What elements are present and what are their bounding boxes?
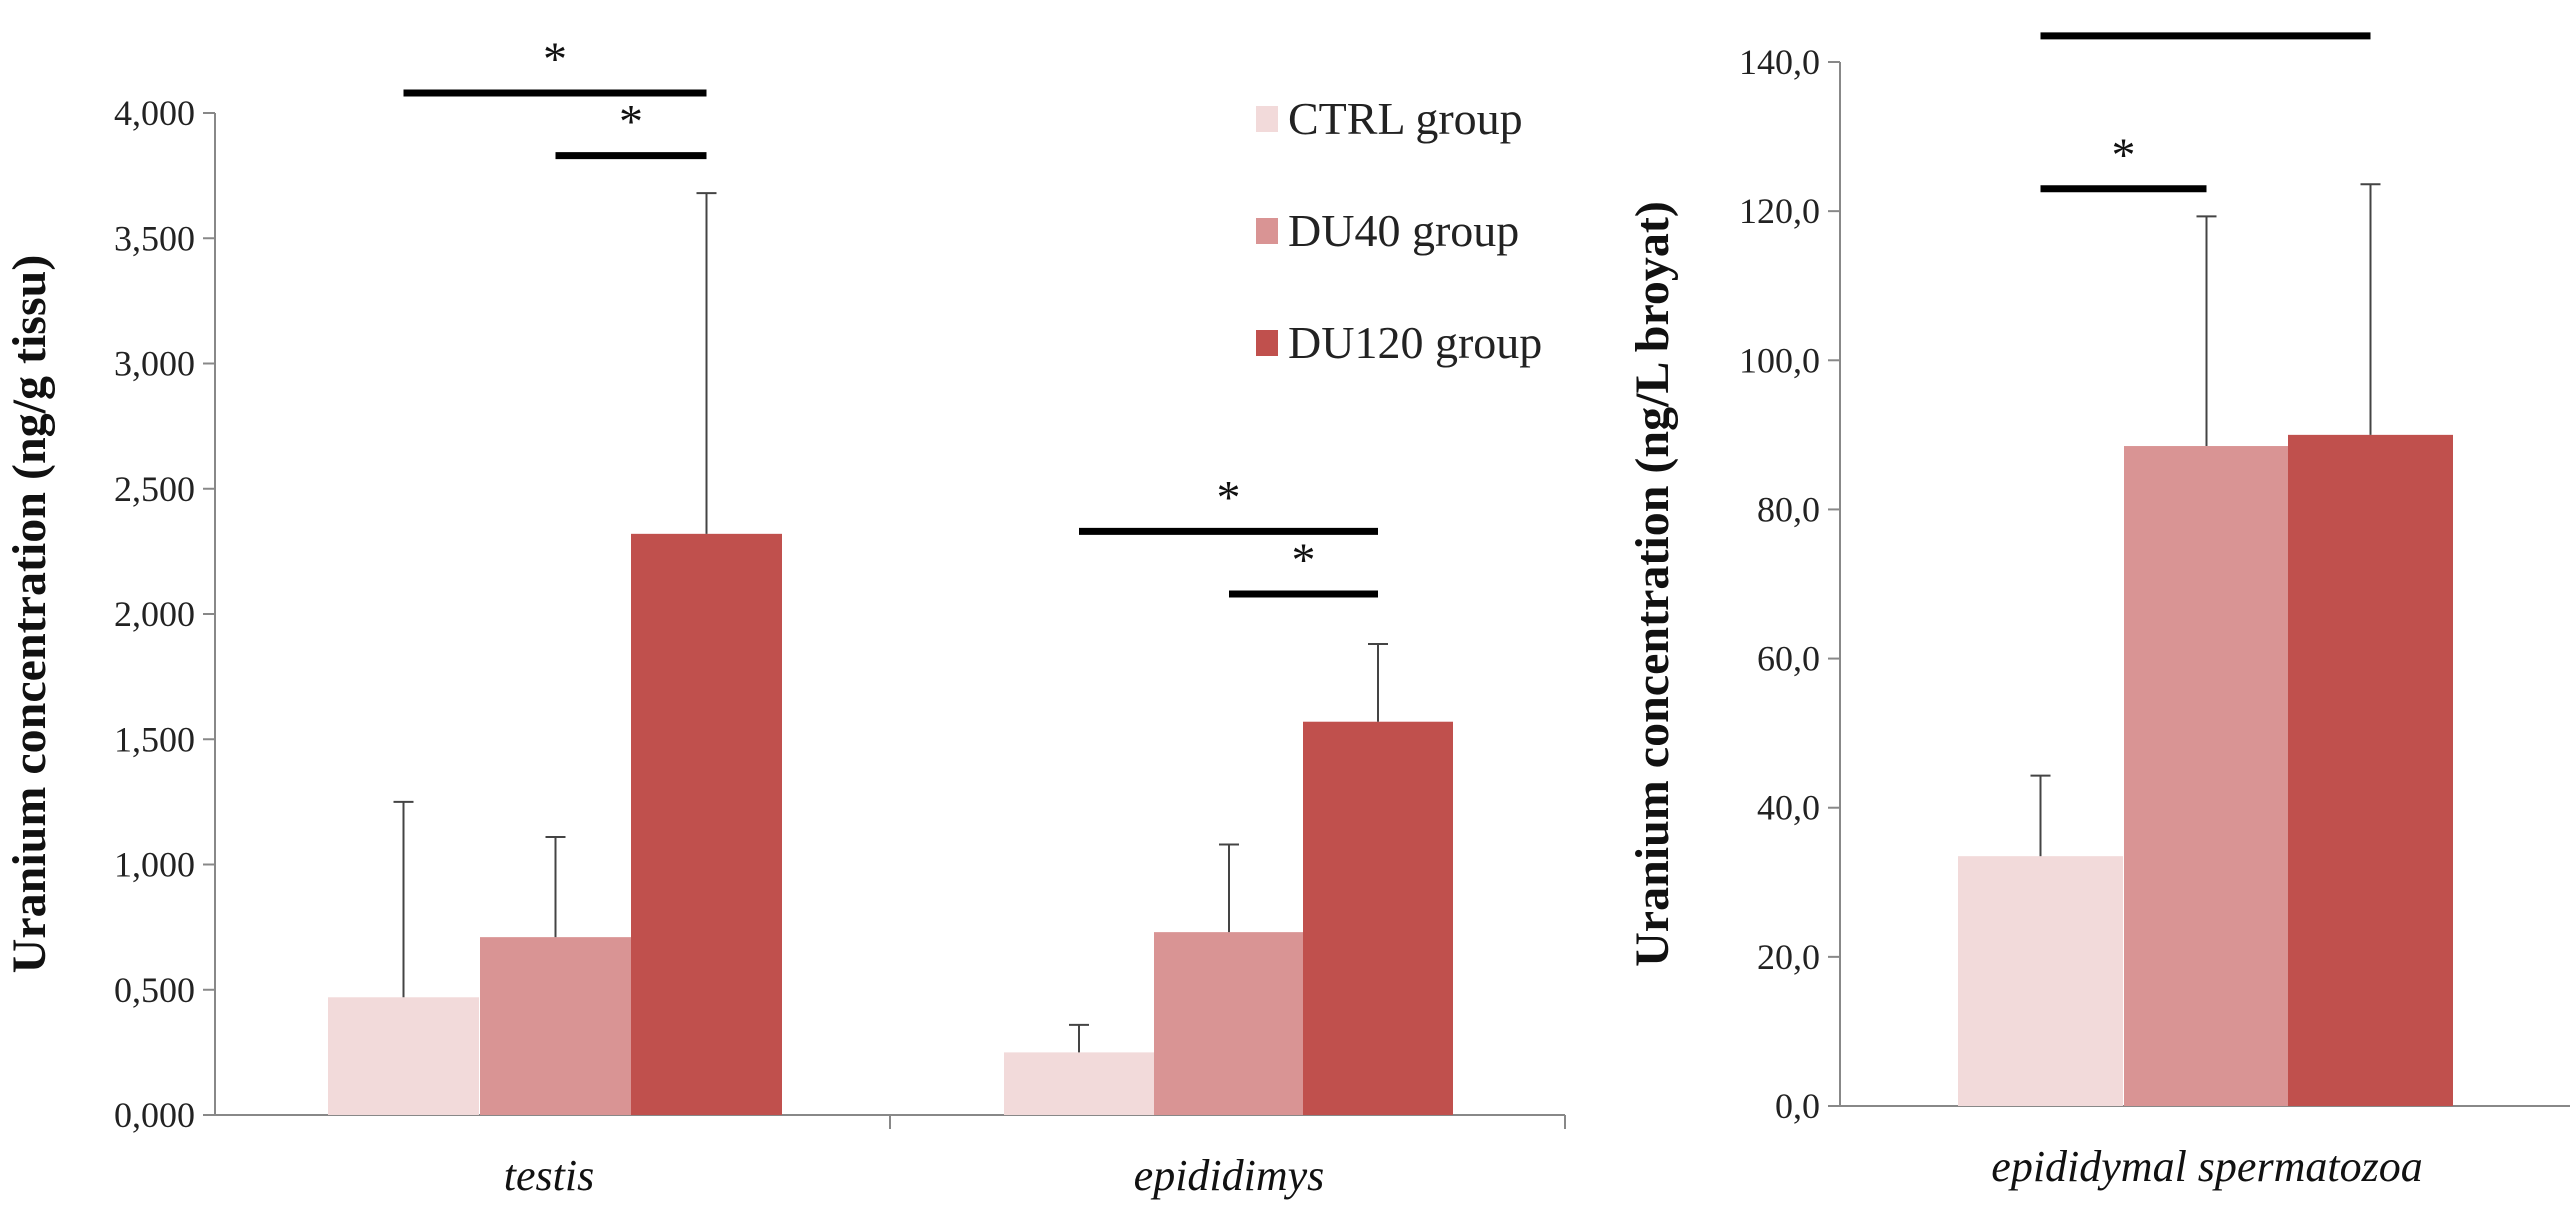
y-tick-label: 1,000 bbox=[114, 845, 195, 885]
bar-du40-group bbox=[2124, 446, 2289, 1106]
significance-star: * bbox=[1292, 534, 1316, 587]
y-axis-label: Uranium concentration (ng/g tissu) bbox=[3, 255, 56, 974]
y-tick-label: 0,500 bbox=[114, 970, 195, 1010]
legend-label: DU40 group bbox=[1288, 205, 1519, 256]
bar-du120-group bbox=[631, 533, 782, 1115]
legend-swatch bbox=[1256, 106, 1278, 132]
legend: CTRL group DU40 group DU120 group bbox=[1256, 93, 1542, 368]
category-label: testis bbox=[504, 1151, 594, 1200]
significance-star: * bbox=[619, 96, 643, 149]
chart-tissue-concentration: 0,000 0,500 1,000 1,500 2,000 2,500 3,000 3,500… bbox=[3, 33, 1566, 1200]
y-tick-label: 40,0 bbox=[1757, 788, 1820, 828]
y-tick-label: 2,000 bbox=[114, 594, 195, 634]
legend-swatch bbox=[1256, 330, 1278, 356]
y-tick-label: 2,500 bbox=[114, 469, 195, 509]
bar-ctrl-group bbox=[1004, 1052, 1154, 1115]
category-label: epididymal spermatozoa bbox=[1991, 1142, 2422, 1191]
category-label: epididimys bbox=[1134, 1151, 1325, 1200]
y-tick-label: 3,500 bbox=[114, 218, 195, 258]
bar-ctrl-group bbox=[1958, 856, 2123, 1106]
bar-du120-group bbox=[1303, 721, 1453, 1115]
legend-swatch bbox=[1256, 218, 1278, 244]
bar-du40-group bbox=[480, 937, 631, 1115]
y-tick-label: 60,0 bbox=[1757, 639, 1820, 679]
y-tick-label: 0,0 bbox=[1775, 1086, 1820, 1126]
y-axis-label: Uranium concentration (ng/L broyat) bbox=[1626, 201, 1679, 967]
y-tick-label: 140,0 bbox=[1739, 42, 1820, 82]
legend-label: DU120 group bbox=[1288, 317, 1542, 368]
y-tick-label: 3,000 bbox=[114, 344, 195, 384]
y-tick-label: 0,000 bbox=[114, 1095, 195, 1135]
bar-ctrl-group bbox=[328, 997, 479, 1115]
bar-du40-group bbox=[1154, 932, 1304, 1115]
legend-label: CTRL group bbox=[1288, 93, 1523, 144]
significance-star: * bbox=[2112, 129, 2136, 182]
significance-star: * bbox=[1217, 471, 1241, 524]
y-tick-label: 80,0 bbox=[1757, 489, 1820, 529]
bar-du120-group bbox=[2288, 434, 2453, 1106]
y-tick-label: 120,0 bbox=[1739, 191, 1820, 231]
significance-star: * bbox=[543, 33, 567, 86]
y-tick-label: 100,0 bbox=[1739, 340, 1820, 380]
y-tick-label: 4,000 bbox=[114, 93, 195, 133]
chart-spermatozoa-concentration: 0,0 20,0 40,0 60,0 80,0 100,0 120,0 140,0 Uraniu… bbox=[1626, 32, 2570, 1191]
y-tick-label: 20,0 bbox=[1757, 937, 1820, 977]
y-tick-label: 1,500 bbox=[114, 719, 195, 759]
